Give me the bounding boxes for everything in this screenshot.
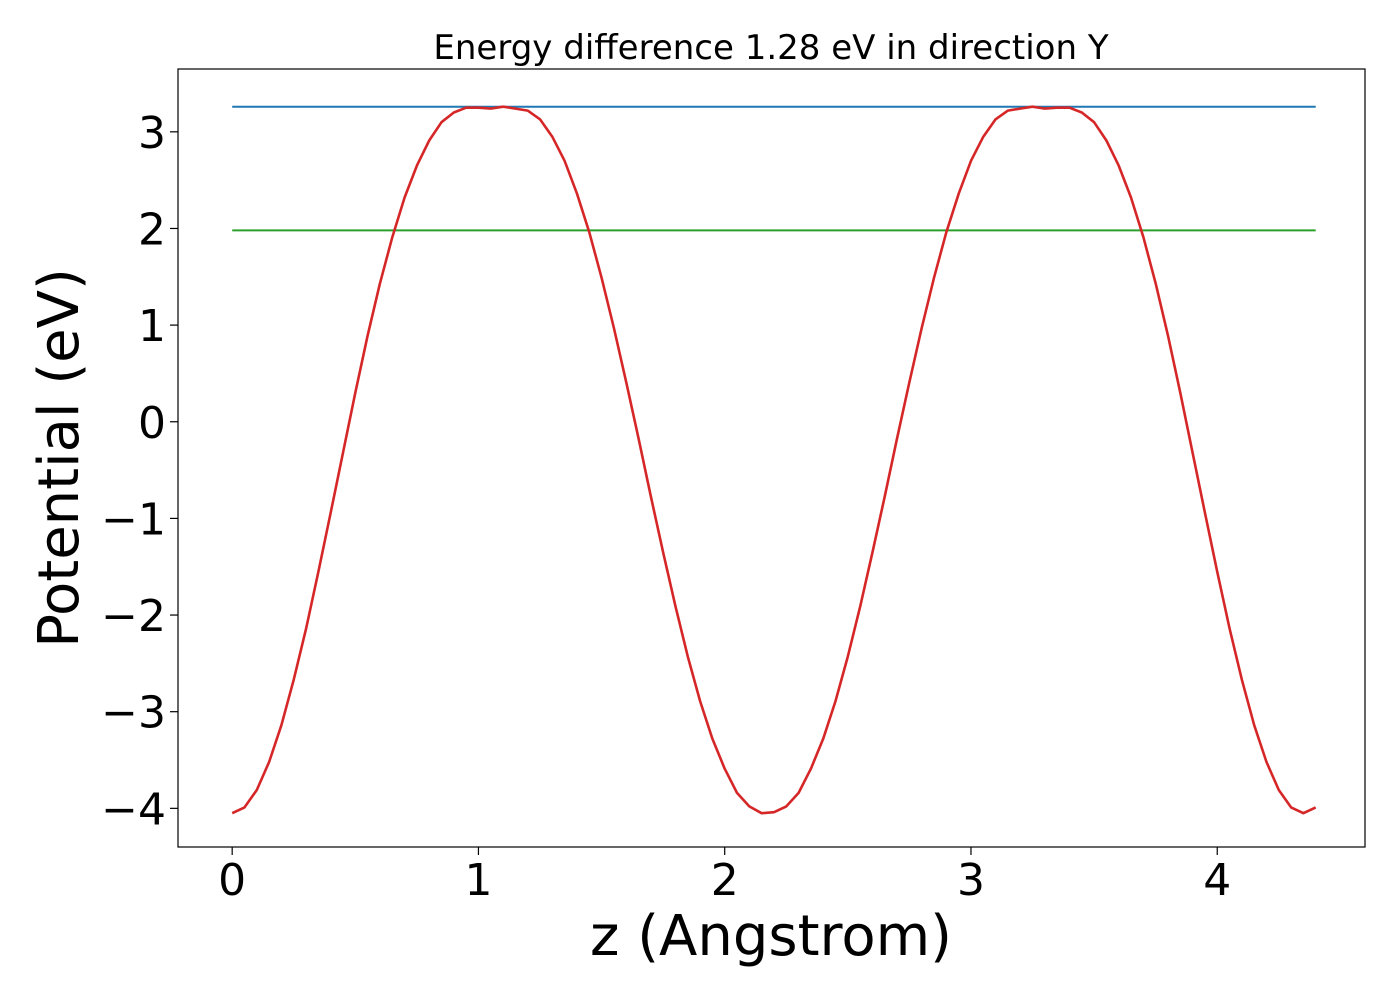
chart-title: Energy difference 1.28 eV in direction Y [433,28,1108,68]
y-tick-label: 3 [138,108,166,159]
y-axis-ticks: −4 −3 −2 −1 0 1 2 3 [101,108,178,835]
y-tick-label: −3 [101,688,166,739]
x-axis-ticks: 0 1 2 3 4 [218,847,1231,906]
y-tick-label: 1 [138,301,166,352]
plot-area-frame [177,68,1366,848]
x-tick-label: 0 [218,855,246,906]
x-tick-label: 2 [711,855,739,906]
y-axis-label: Potential (eV) [27,268,92,648]
y-tick-label: 0 [138,398,166,449]
y-tick-label: −2 [101,591,166,642]
y-tick-label: −1 [101,494,166,545]
x-tick-label: 1 [464,855,492,906]
y-tick-label: 2 [138,204,166,255]
series-line-3 [231,105,1317,815]
x-axis-label: z (Angstrom) [590,904,952,969]
x-tick-label: 4 [1203,855,1231,906]
y-tick-label: −4 [101,784,166,835]
series-layer [231,105,1317,815]
x-tick-label: 3 [957,855,985,906]
